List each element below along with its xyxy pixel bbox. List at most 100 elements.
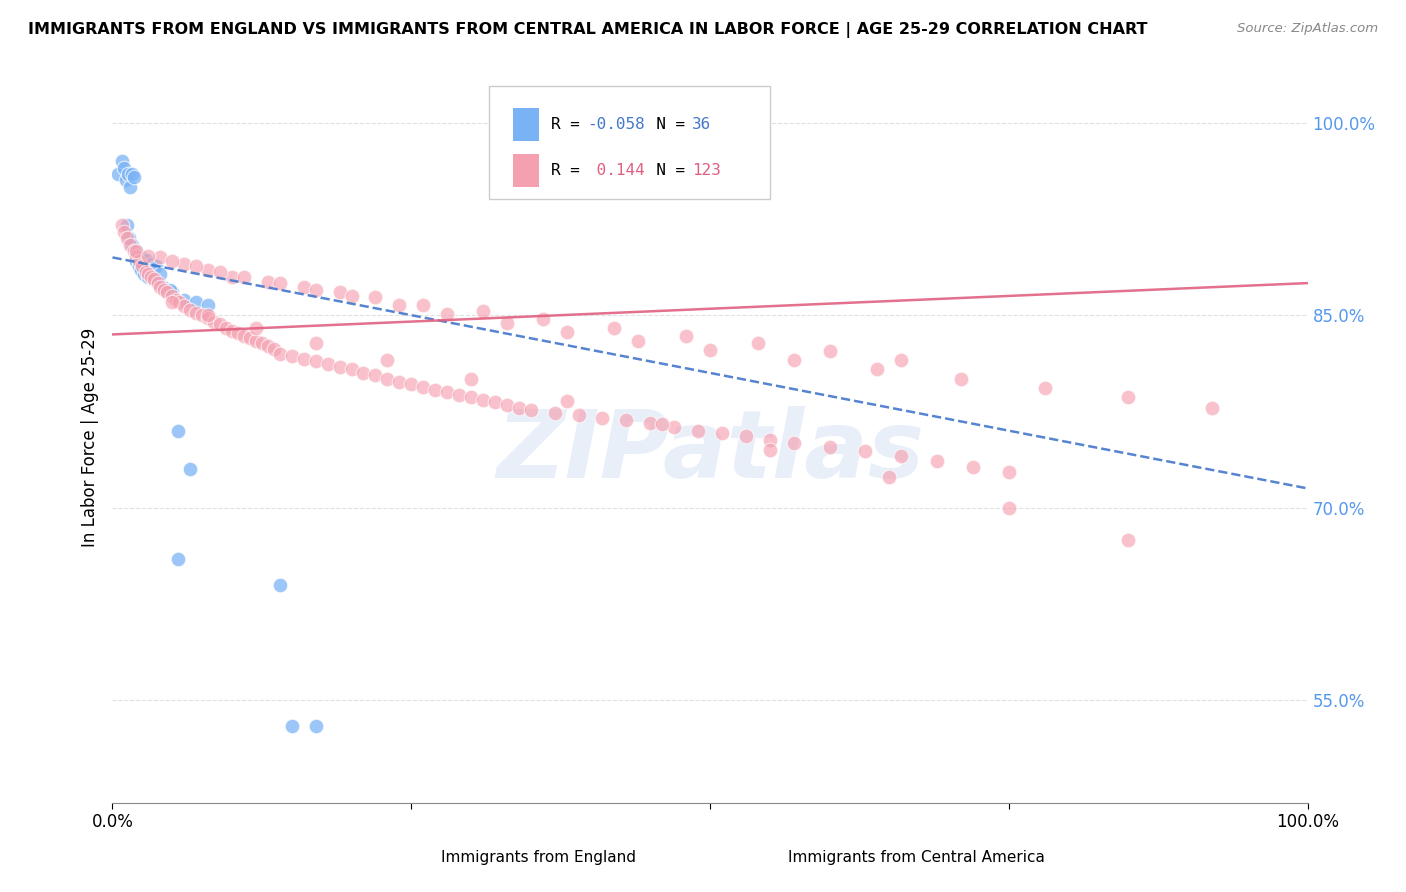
Point: [759, 442, 782, 457]
Point: [143, 272, 166, 286]
Point: [388, 298, 411, 312]
Point: [250, 336, 273, 351]
Text: 0.144: 0.144: [586, 163, 645, 178]
Point: [508, 401, 530, 415]
Point: [117, 167, 139, 181]
Point: [135, 252, 157, 267]
Point: [711, 426, 734, 441]
Point: [138, 249, 160, 263]
Text: 123: 123: [692, 163, 721, 178]
Point: [122, 169, 145, 184]
Point: [316, 357, 339, 371]
Point: [855, 444, 877, 458]
Point: [263, 342, 285, 356]
Point: [173, 257, 195, 271]
Point: [162, 295, 183, 310]
Point: [146, 276, 169, 290]
Point: [114, 161, 135, 175]
Point: [139, 269, 162, 284]
Point: [142, 272, 165, 286]
Point: [603, 321, 626, 335]
Point: [233, 328, 256, 343]
Text: IMMIGRANTS FROM ENGLAND VS IMMIGRANTS FROM CENTRAL AMERICA IN LABOR FORCE | AGE : IMMIGRANTS FROM ENGLAND VS IMMIGRANTS FR…: [28, 22, 1147, 38]
Point: [460, 390, 482, 404]
Point: [377, 372, 399, 386]
Point: [125, 244, 148, 258]
Point: [120, 237, 142, 252]
Point: [555, 325, 578, 339]
Point: [747, 336, 769, 351]
Text: R =: R =: [551, 118, 589, 132]
Point: [890, 450, 912, 464]
Point: [125, 244, 148, 258]
Point: [460, 372, 482, 386]
Point: [664, 419, 686, 434]
Point: [735, 429, 758, 443]
FancyBboxPatch shape: [747, 845, 772, 871]
Point: [197, 298, 219, 312]
Point: [484, 395, 506, 409]
Point: [543, 406, 565, 420]
Point: [149, 267, 172, 281]
Point: [131, 260, 153, 274]
Point: [782, 436, 804, 450]
Point: [173, 293, 195, 307]
Point: [388, 375, 411, 389]
Point: [890, 353, 912, 368]
Point: [221, 324, 243, 338]
Point: [377, 353, 399, 368]
Point: [782, 353, 804, 368]
Point: [352, 366, 374, 380]
Point: [122, 244, 145, 258]
Point: [186, 295, 208, 310]
Text: Immigrants from England: Immigrants from England: [441, 850, 636, 865]
FancyBboxPatch shape: [513, 109, 538, 141]
Point: [425, 383, 447, 397]
Point: [191, 308, 214, 322]
Text: 36: 36: [692, 118, 711, 132]
Point: [245, 334, 267, 348]
Point: [401, 377, 423, 392]
Point: [340, 289, 363, 303]
Point: [186, 260, 208, 274]
Point: [162, 289, 183, 303]
Point: [153, 283, 176, 297]
Point: [520, 403, 543, 417]
Point: [167, 552, 190, 566]
Point: [146, 275, 169, 289]
Point: [209, 264, 232, 278]
Point: [818, 441, 841, 455]
Point: [364, 290, 387, 304]
Point: [114, 225, 135, 239]
Text: N =: N =: [637, 118, 695, 132]
Point: [269, 346, 291, 360]
Text: Immigrants from Central America: Immigrants from Central America: [787, 850, 1045, 865]
Point: [169, 295, 191, 310]
Point: [688, 424, 710, 438]
Point: [1118, 533, 1140, 547]
Point: [197, 263, 219, 277]
Point: [111, 219, 134, 233]
Point: [568, 409, 591, 423]
Point: [149, 251, 172, 265]
Point: [152, 280, 174, 294]
Point: [149, 280, 172, 294]
Point: [640, 416, 662, 430]
Point: [592, 410, 614, 425]
Point: [412, 380, 434, 394]
Point: [115, 231, 138, 245]
Point: [118, 231, 141, 245]
FancyBboxPatch shape: [513, 153, 538, 186]
Point: [329, 359, 352, 374]
Point: [305, 719, 328, 733]
Point: [197, 308, 219, 322]
Point: [121, 237, 143, 252]
Point: [555, 394, 578, 409]
Point: [759, 433, 782, 447]
Point: [818, 344, 841, 359]
Point: [412, 298, 434, 312]
Point: [269, 577, 291, 591]
Point: [305, 336, 328, 351]
Point: [436, 307, 458, 321]
Point: [121, 167, 143, 181]
